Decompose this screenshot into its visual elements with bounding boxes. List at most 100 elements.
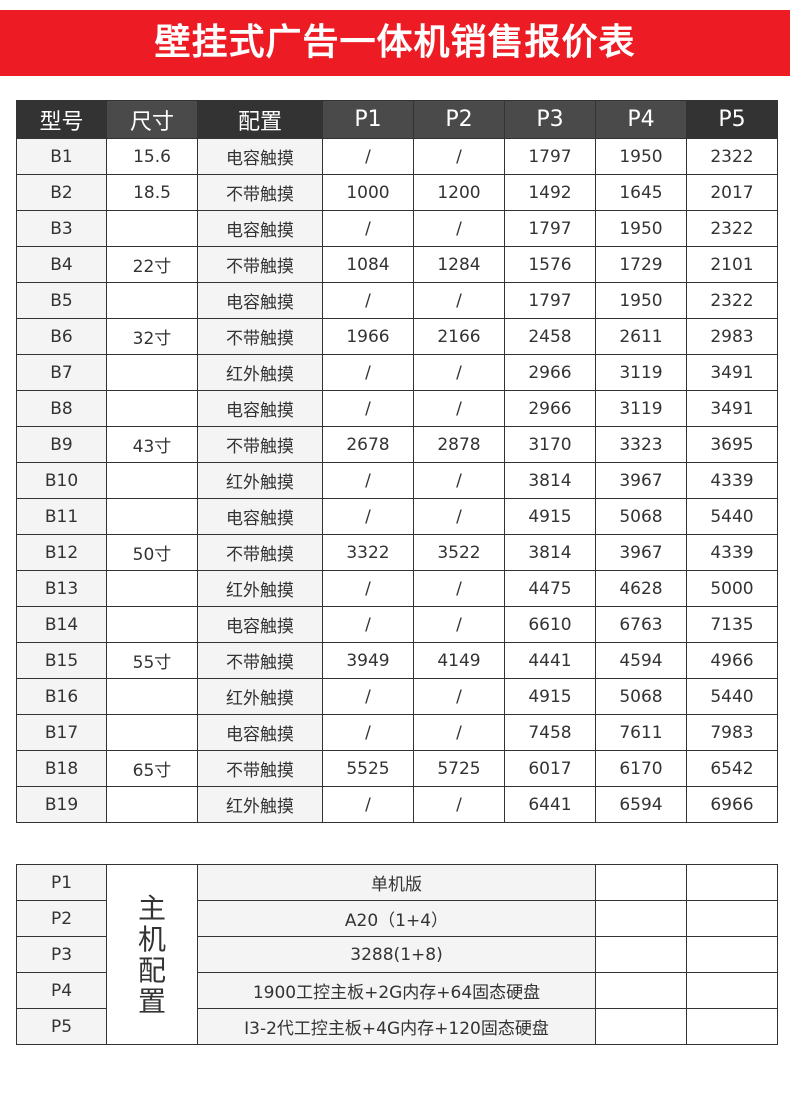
p1-price-cell: / — [322, 714, 414, 751]
size-cell — [106, 570, 198, 607]
p5-price-cell: 2322 — [686, 210, 778, 247]
config-cell: 电容触摸 — [197, 210, 323, 247]
p4-price-cell: 3119 — [595, 354, 687, 391]
config-description: I3-2代工控主板+4G内存+120固态硬盘 — [197, 1008, 596, 1045]
p4-price-cell: 3967 — [595, 462, 687, 499]
p1-price-cell: / — [322, 282, 414, 319]
model-cell: B11 — [16, 498, 107, 535]
p5-price-cell: 5000 — [686, 570, 778, 607]
size-cell — [106, 678, 198, 715]
config-row: P2 A20（1+4） — [16, 900, 778, 937]
p2-price-cell: 4149 — [413, 642, 505, 679]
p5-price-cell: 5440 — [686, 678, 778, 715]
model-cell: B10 — [16, 462, 107, 499]
p3-price-cell: 1797 — [504, 138, 596, 175]
config-code: P3 — [16, 936, 107, 973]
p5-price-cell: 2322 — [686, 282, 778, 319]
table-row: B19 红外触摸 //6441 6594 6966 — [16, 786, 778, 823]
model-cell: B5 — [16, 282, 107, 319]
p4-price-cell: 5068 — [595, 498, 687, 535]
model-cell: B6 — [16, 318, 107, 355]
p1-price-cell: / — [322, 138, 414, 175]
p2-price-cell: 3522 — [413, 534, 505, 571]
config-description: 1900工控主板+2G内存+64固态硬盘 — [197, 972, 596, 1009]
p2-price-cell: 1284 — [413, 246, 505, 283]
empty-cell — [595, 972, 687, 1009]
empty-cell — [595, 900, 687, 937]
p5-price-cell: 2017 — [686, 174, 778, 211]
config-cell: 不带触摸 — [197, 318, 323, 355]
p3-price-cell: 3814 — [504, 534, 596, 571]
p3-price-cell: 1492 — [504, 174, 596, 211]
p3-price-cell: 1797 — [504, 282, 596, 319]
p4-price-cell: 4594 — [595, 642, 687, 679]
size-cell: 43寸 — [106, 426, 198, 463]
p2-price-cell: / — [413, 390, 505, 427]
model-cell: B13 — [16, 570, 107, 607]
config-group-cell: 主机配置 — [106, 864, 198, 1045]
table-row: B3 电容触摸 //1797 1950 2322 — [16, 210, 778, 247]
p1-price-cell: 1000 — [322, 174, 414, 211]
model-cell: B1 — [16, 138, 107, 175]
model-cell: B18 — [16, 750, 107, 787]
size-cell — [106, 498, 198, 535]
p4-price-cell: 4628 — [595, 570, 687, 607]
p4-price-cell: 6594 — [595, 786, 687, 823]
column-header: 型号 — [16, 100, 107, 139]
empty-cell — [686, 1008, 778, 1045]
config-cell: 红外触摸 — [197, 786, 323, 823]
p2-price-cell: / — [413, 282, 505, 319]
config-cell: 电容触摸 — [197, 498, 323, 535]
config-row: P4 1900工控主板+2G内存+64固态硬盘 — [16, 972, 778, 1009]
p5-price-cell: 7983 — [686, 714, 778, 751]
config-row: P1 主机配置 单机版 — [16, 864, 778, 1045]
config-code: P2 — [16, 900, 107, 937]
config-cell: 不带触摸 — [197, 246, 323, 283]
size-cell — [106, 354, 198, 391]
p1-price-cell: 5525 — [322, 750, 414, 787]
p3-price-cell: 6441 — [504, 786, 596, 823]
table-row: B7 红外触摸 //2966 3119 3491 — [16, 354, 778, 391]
p4-price-cell: 2611 — [595, 318, 687, 355]
p2-price-cell: / — [413, 678, 505, 715]
column-header: P2 — [413, 100, 505, 139]
config-cell: 电容触摸 — [197, 390, 323, 427]
p3-price-cell: 1576 — [504, 246, 596, 283]
p2-price-cell: / — [413, 354, 505, 391]
p4-price-cell: 6763 — [595, 606, 687, 643]
table-header-row: 型号 尺寸 配置 P1 P2 P3 P4 P5 — [16, 100, 778, 139]
config-cell: 不带触摸 — [197, 750, 323, 787]
config-cell: 不带触摸 — [197, 174, 323, 211]
model-cell: B15 — [16, 642, 107, 679]
table-row: B1 15.6 电容触摸 //1797 1950 2322 — [16, 138, 778, 175]
p1-price-cell: / — [322, 498, 414, 535]
config-cell: 不带触摸 — [197, 642, 323, 679]
config-description: A20（1+4） — [197, 900, 596, 937]
p4-price-cell: 6170 — [595, 750, 687, 787]
model-cell: B14 — [16, 606, 107, 643]
p2-price-cell: / — [413, 498, 505, 535]
config-cell: 红外触摸 — [197, 354, 323, 391]
p5-price-cell: 3491 — [686, 354, 778, 391]
model-cell: B4 — [16, 246, 107, 283]
p5-price-cell: 6966 — [686, 786, 778, 823]
config-code: P4 — [16, 972, 107, 1009]
p3-price-cell: 4915 — [504, 498, 596, 535]
p1-price-cell: 3322 — [322, 534, 414, 571]
config-cell: 电容触摸 — [197, 138, 323, 175]
price-table: 型号 尺寸 配置 P1 P2 P3 P4 P5 B1 15.6 电容触摸 //1797 1950 232… — [16, 100, 778, 823]
p3-price-cell: 6017 — [504, 750, 596, 787]
p5-price-cell: 6542 — [686, 750, 778, 787]
p2-price-cell: / — [413, 570, 505, 607]
p5-price-cell: 3491 — [686, 390, 778, 427]
table-row: B18 65寸 不带触摸 5525 5725 6017 6170 6542 — [16, 750, 778, 787]
p2-price-cell: / — [413, 462, 505, 499]
table-row: B9 43寸 不带触摸 2678 2878 3170 3323 3695 — [16, 426, 778, 463]
p1-price-cell: / — [322, 606, 414, 643]
size-cell: 50寸 — [106, 534, 198, 571]
model-cell: B9 — [16, 426, 107, 463]
column-header: 配置 — [197, 100, 323, 139]
p5-price-cell: 2983 — [686, 318, 778, 355]
column-header: P5 — [686, 100, 778, 139]
empty-cell — [686, 864, 778, 901]
